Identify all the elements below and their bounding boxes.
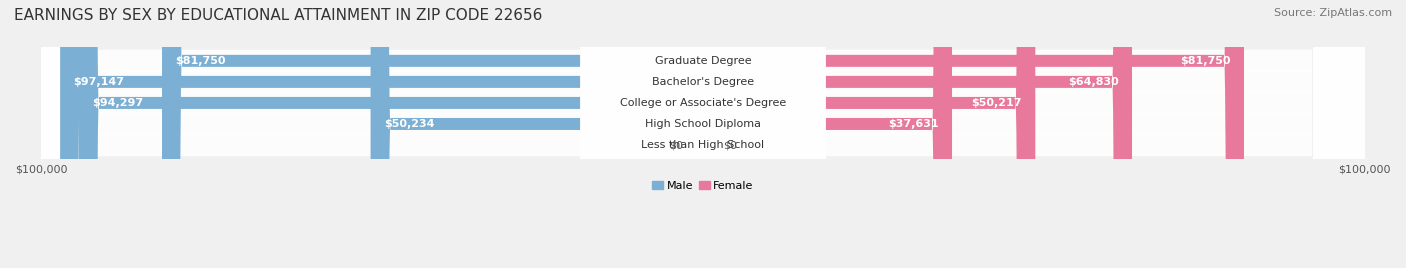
Text: EARNINGS BY SEX BY EDUCATIONAL ATTAINMENT IN ZIP CODE 22656: EARNINGS BY SEX BY EDUCATIONAL ATTAINMEN… bbox=[14, 8, 543, 23]
Text: $0: $0 bbox=[723, 140, 737, 150]
Legend: Male, Female: Male, Female bbox=[648, 177, 758, 196]
Text: $50,234: $50,234 bbox=[384, 119, 434, 129]
FancyBboxPatch shape bbox=[581, 0, 825, 268]
Text: $0: $0 bbox=[669, 140, 683, 150]
Text: $94,297: $94,297 bbox=[93, 98, 143, 108]
Text: $97,147: $97,147 bbox=[73, 77, 124, 87]
FancyBboxPatch shape bbox=[581, 0, 825, 268]
Text: $37,631: $37,631 bbox=[889, 119, 939, 129]
Text: $81,750: $81,750 bbox=[176, 56, 226, 66]
FancyBboxPatch shape bbox=[41, 0, 1365, 268]
Text: $81,750: $81,750 bbox=[1180, 56, 1230, 66]
FancyBboxPatch shape bbox=[371, 0, 703, 268]
FancyBboxPatch shape bbox=[41, 0, 1365, 268]
Text: Source: ZipAtlas.com: Source: ZipAtlas.com bbox=[1274, 8, 1392, 18]
Text: High School Diploma: High School Diploma bbox=[645, 119, 761, 129]
FancyBboxPatch shape bbox=[79, 0, 703, 268]
FancyBboxPatch shape bbox=[581, 0, 825, 268]
Text: $50,217: $50,217 bbox=[972, 98, 1022, 108]
FancyBboxPatch shape bbox=[703, 0, 1035, 268]
Text: $64,830: $64,830 bbox=[1069, 77, 1119, 87]
FancyBboxPatch shape bbox=[703, 0, 1244, 268]
Text: Bachelor's Degree: Bachelor's Degree bbox=[652, 77, 754, 87]
FancyBboxPatch shape bbox=[41, 0, 1365, 268]
FancyBboxPatch shape bbox=[41, 0, 1365, 268]
FancyBboxPatch shape bbox=[581, 0, 825, 268]
Text: College or Associate's Degree: College or Associate's Degree bbox=[620, 98, 786, 108]
FancyBboxPatch shape bbox=[703, 0, 952, 268]
FancyBboxPatch shape bbox=[60, 0, 703, 268]
FancyBboxPatch shape bbox=[41, 0, 1365, 268]
FancyBboxPatch shape bbox=[162, 0, 703, 268]
Text: Graduate Degree: Graduate Degree bbox=[655, 56, 751, 66]
FancyBboxPatch shape bbox=[581, 0, 825, 268]
Text: Less than High School: Less than High School bbox=[641, 140, 765, 150]
FancyBboxPatch shape bbox=[703, 0, 1132, 268]
